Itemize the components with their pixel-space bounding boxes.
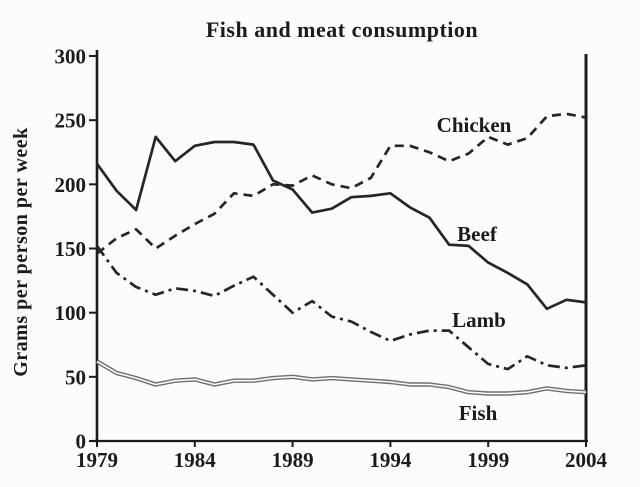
x-tick-label: 2004 [565, 448, 608, 472]
beef-label: Beef [457, 222, 498, 246]
y-tick-label: 200 [55, 173, 87, 197]
y-tick-label: 100 [55, 301, 87, 325]
chart-title: Fish and meat consumption [206, 17, 478, 42]
y-tick-label: 150 [55, 237, 87, 261]
lamb-line [95, 245, 587, 371]
x-tick-label: 1984 [174, 448, 217, 472]
lamb-label: Lamb [452, 308, 506, 332]
x-tick-label: 1999 [467, 448, 509, 472]
x-tick-label: 1979 [76, 448, 118, 472]
y-tick-label: 0 [76, 430, 87, 454]
x-tick-label: 1989 [272, 448, 314, 472]
beef-line [95, 135, 587, 311]
series-labels: Chicken Beef Lamb Fish [437, 113, 512, 425]
y-tick-label: 300 [55, 45, 87, 69]
series-lines [95, 112, 587, 396]
fish-line-inner [96, 360, 587, 395]
axes: 0 50 100 150 200 250 300 1979 1984 1989 1994 1999 20… [55, 45, 608, 473]
y-axis-title: Grams per person per week [10, 127, 32, 377]
chicken-line [96, 112, 587, 255]
chicken-label: Chicken [437, 113, 512, 137]
y-tick-label: 50 [65, 365, 86, 389]
y-tick-label: 250 [55, 109, 87, 133]
x-tick-label: 1994 [369, 448, 412, 472]
fish-label: Fish [459, 401, 498, 425]
